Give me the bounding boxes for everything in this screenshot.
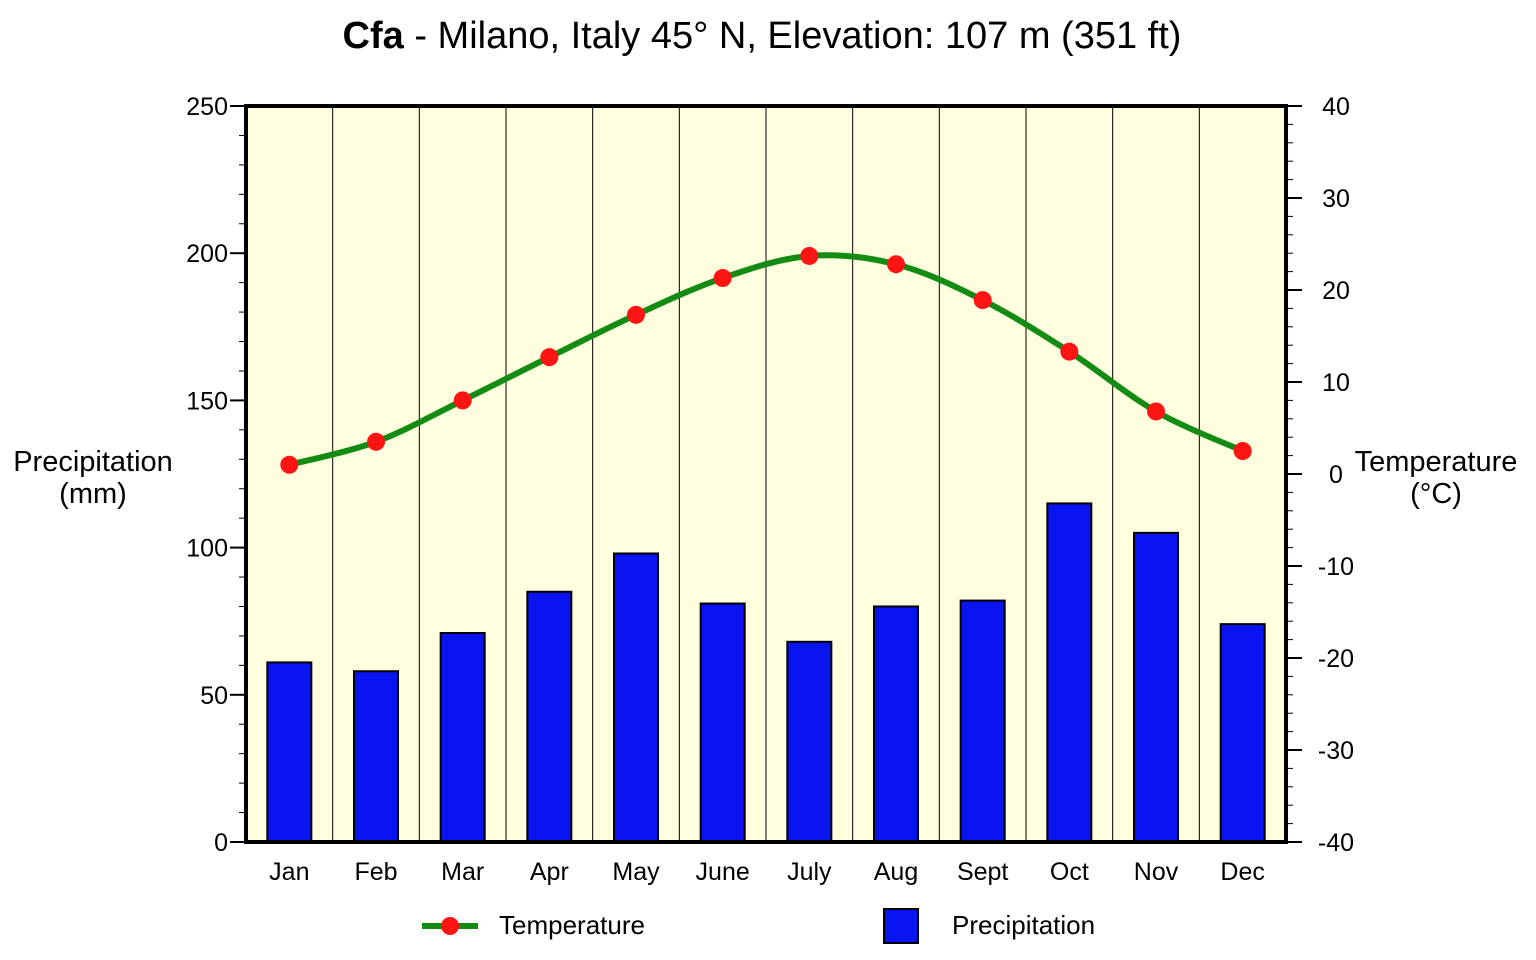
right-tick-label: 0 xyxy=(1329,461,1343,489)
chart-title: Cfa - Milano, Italy 45° N, Elevation: 10… xyxy=(343,15,1182,57)
temp-marker-aug xyxy=(887,255,905,274)
temp-marker-dec xyxy=(1233,442,1252,460)
x-tick-label: July xyxy=(787,858,832,886)
right-tick-label: 20 xyxy=(1322,277,1350,305)
left-axis-unit: (mm) xyxy=(59,478,127,510)
x-axis: Jan Feb Mar Apr May June July Aug Sept Oct Nov Dec xyxy=(269,858,1265,886)
left-tick-label: 0 xyxy=(214,829,228,857)
x-tick-label: June xyxy=(696,858,750,886)
x-tick-label: May xyxy=(612,858,660,886)
precip-bar-may xyxy=(613,552,659,843)
x-tick-label: Aug xyxy=(874,858,918,886)
precip-bar-jan xyxy=(266,661,313,844)
precip-bar-mar xyxy=(439,631,486,844)
temperature-line xyxy=(280,246,1252,474)
right-tick-label: 10 xyxy=(1322,369,1350,397)
left-tick-label: 100 xyxy=(186,535,228,563)
temp-marker-may xyxy=(627,305,645,324)
x-tick-label: Mar xyxy=(441,858,484,886)
precip-bar-oct xyxy=(1046,502,1093,843)
right-tick-label: 30 xyxy=(1322,185,1350,213)
x-tick-label: Sept xyxy=(957,858,1008,886)
temp-marker-nov xyxy=(1147,402,1165,421)
precip-bar-feb xyxy=(353,670,399,843)
x-tick-label: Jan xyxy=(269,858,309,886)
right-tick-label: -30 xyxy=(1318,737,1354,765)
precip-bar-sept xyxy=(959,599,1006,843)
legend: Temperature Precipitation xyxy=(422,908,1095,944)
left-axis-label: Precipitation xyxy=(13,446,173,478)
precipitation-bars xyxy=(266,502,1266,844)
left-tick-label: 250 xyxy=(186,93,228,121)
temp-marker-oct xyxy=(1060,342,1079,361)
legend-precipitation-label: Precipitation xyxy=(952,910,1095,940)
title-location: - Milano, Italy 45° N, Elevation: 107 m … xyxy=(404,15,1182,57)
precip-bar-apr xyxy=(526,590,573,844)
right-tick-label: -20 xyxy=(1318,645,1354,673)
right-axis: -40 -30 -20 -10 0 10 20 30 40 xyxy=(1286,93,1354,857)
temp-marker-jan xyxy=(280,455,299,474)
x-tick-label: Feb xyxy=(354,858,397,886)
temp-marker-mar xyxy=(453,391,472,410)
right-tick-label: -40 xyxy=(1318,829,1354,857)
precip-bar-dec xyxy=(1219,623,1266,843)
legend-temperature-label: Temperature xyxy=(499,910,645,940)
left-tick-label: 200 xyxy=(186,240,228,268)
x-tick-label: Apr xyxy=(530,858,569,886)
precip-bar-nov xyxy=(1133,531,1179,843)
right-tick-label: -10 xyxy=(1318,553,1354,581)
legend-temperature-marker xyxy=(441,917,459,935)
precip-bar-aug xyxy=(873,605,919,843)
x-tick-label: Nov xyxy=(1134,858,1179,886)
x-tick-label: Oct xyxy=(1050,858,1089,886)
temp-marker-apr xyxy=(540,348,559,367)
title-climate-code: Cfa xyxy=(343,15,405,57)
x-tick-label: Dec xyxy=(1220,858,1264,886)
precip-bar-june xyxy=(699,602,746,844)
precip-bar-july xyxy=(786,640,833,843)
right-tick-label: 40 xyxy=(1322,93,1350,121)
right-axis-label: Temperature xyxy=(1355,446,1518,478)
temp-marker-june xyxy=(713,269,732,288)
temp-marker-july xyxy=(800,246,819,265)
left-tick-label: 50 xyxy=(200,682,228,710)
temp-marker-feb xyxy=(367,432,385,451)
grid-lines xyxy=(332,106,1200,842)
left-tick-label: 150 xyxy=(186,387,228,415)
temp-marker-sept xyxy=(973,291,992,310)
right-axis-unit: (°C) xyxy=(1410,478,1462,510)
legend-precipitation-swatch xyxy=(883,908,919,944)
left-axis: 0 50 100 150 200 250 xyxy=(186,93,246,857)
